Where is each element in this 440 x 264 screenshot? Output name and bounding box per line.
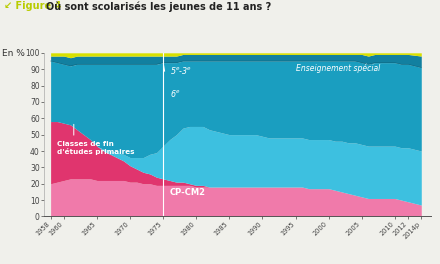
Text: 6$^e$: 6$^e$	[170, 88, 180, 99]
Text: 5$^e$-3$^e$: 5$^e$-3$^e$	[170, 65, 192, 76]
Text: En %: En %	[2, 49, 25, 58]
Text: Classes de fin
d'études primaires: Classes de fin d'études primaires	[57, 141, 135, 155]
Text: CP-CM2: CP-CM2	[170, 188, 206, 197]
Text: Où sont scolarisés les jeunes de 11 ans ?: Où sont scolarisés les jeunes de 11 ans …	[46, 1, 271, 12]
Text: Enseignement spécial: Enseignement spécial	[296, 63, 380, 73]
Text: ↙ Figure 4: ↙ Figure 4	[4, 1, 65, 11]
